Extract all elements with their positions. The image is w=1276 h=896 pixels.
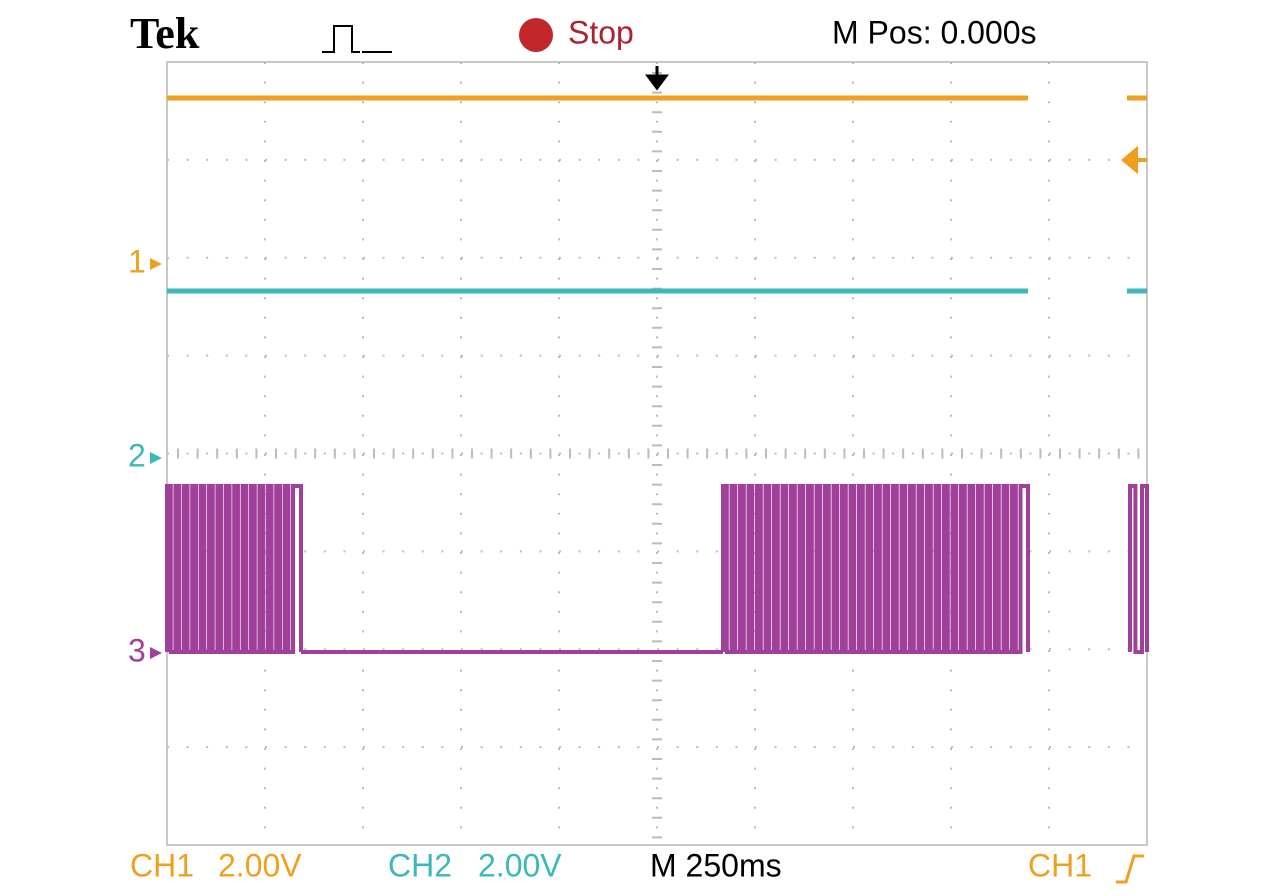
trigger-icon [322, 25, 392, 53]
position: M Pos: 0.000s [832, 14, 1037, 50]
graticule [167, 62, 1147, 845]
brand: Tek [130, 9, 200, 58]
ch1-marker: 1 [128, 243, 146, 279]
ch1-scale: 2.00V [218, 847, 302, 883]
ch2-scale: 2.00V [478, 847, 562, 883]
ch3-marker: 3 [128, 632, 146, 668]
ch1-label: CH1 [130, 847, 194, 883]
trigger-position-marker [645, 66, 669, 91]
ch2-marker: 2 [128, 437, 146, 473]
timebase: M 250ms [650, 847, 782, 883]
ch2-label: CH2 [388, 847, 452, 883]
trigger-source: CH1 [1028, 847, 1092, 883]
ch3-arrow [150, 647, 162, 659]
status: Stop [568, 14, 634, 50]
ch3-trace [165, 484, 1149, 654]
trigger-slope [1116, 854, 1144, 884]
stop-icon [519, 18, 553, 52]
trigger-level-marker [1120, 145, 1147, 175]
ch1-arrow [150, 258, 162, 270]
ch2-arrow [150, 452, 162, 464]
traces [165, 95, 1149, 654]
